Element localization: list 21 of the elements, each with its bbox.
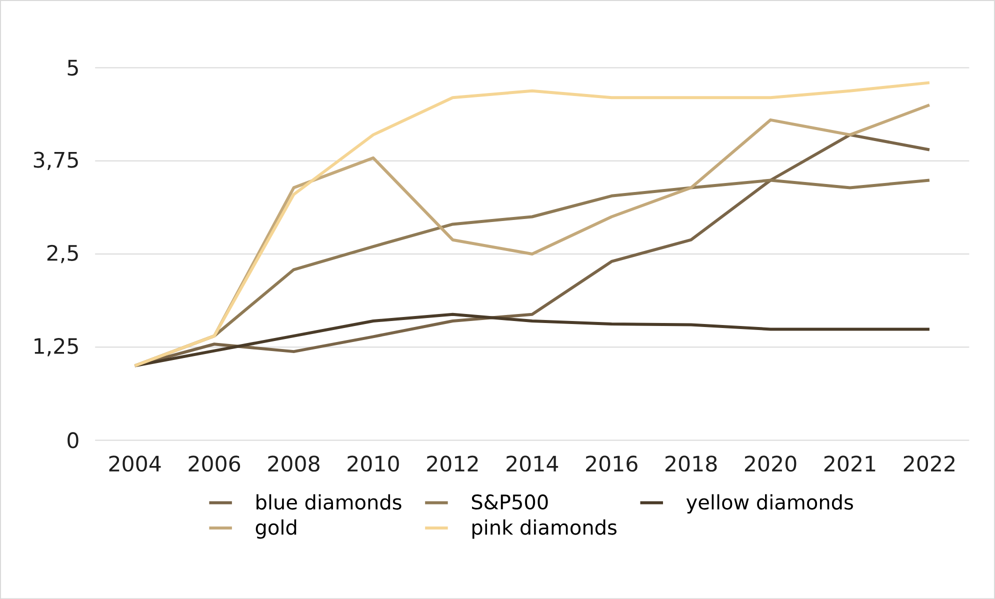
x-tick-label: 2008	[268, 455, 320, 472]
legend-label: blue diamonds	[256, 494, 402, 510]
x-tick-label: 2004	[109, 455, 161, 472]
legend-label: yellow diamonds	[686, 494, 853, 514]
x-tick-label: 2022	[904, 455, 954, 472]
x-tick-label: 2006	[188, 455, 240, 472]
x-tick-label: 2010	[348, 455, 399, 472]
y-tick-label: 5	[68, 60, 78, 76]
x-tick-label: 2016	[586, 455, 638, 472]
x-tick-label: 2020	[744, 455, 796, 472]
legend-label: S&P500	[472, 494, 548, 510]
x-tick-label: 2018	[666, 455, 717, 472]
y-tick-label: 3,75	[34, 152, 78, 170]
y-tick-label: 0	[68, 432, 78, 448]
x-tick-label: 2021	[824, 455, 876, 472]
x-tick-label: 2012	[427, 455, 478, 472]
legend-label: pink diamonds	[472, 519, 616, 539]
y-tick-label: 2,5	[47, 244, 78, 264]
x-tick-label: 2014	[506, 455, 558, 472]
legend-label: gold	[256, 519, 296, 539]
y-tick-label: 1,25	[34, 338, 78, 356]
